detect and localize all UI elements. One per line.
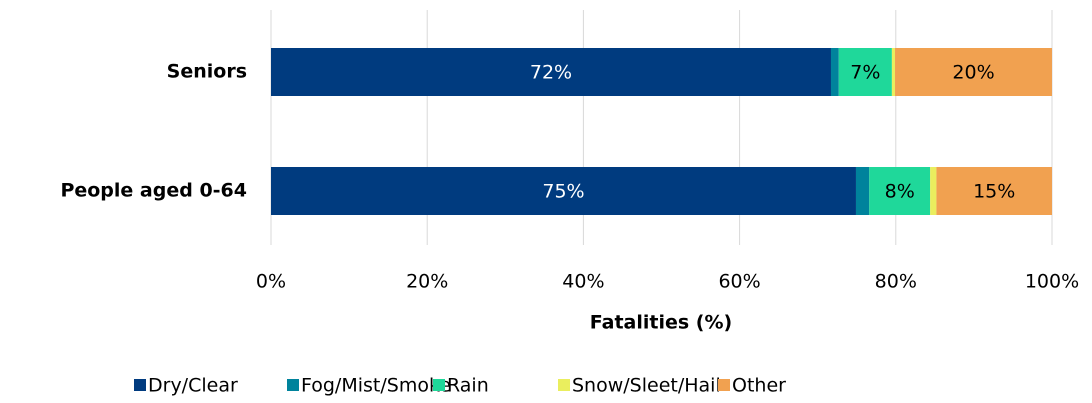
x-tick-label: 60% bbox=[718, 271, 760, 293]
data-label: 75% bbox=[542, 181, 584, 203]
category-label: People aged 0-64 bbox=[60, 180, 247, 202]
legend-label: Snow/Sleet/Hail bbox=[572, 375, 721, 397]
data-label: 15% bbox=[973, 181, 1015, 203]
bar-segment bbox=[838, 48, 892, 96]
bar-segment bbox=[271, 48, 831, 96]
bar-segment bbox=[271, 167, 856, 215]
legend-label: Other bbox=[732, 375, 786, 397]
data-label: 20% bbox=[952, 62, 994, 84]
legend-swatch bbox=[718, 379, 730, 391]
category-label: Seniors bbox=[167, 61, 247, 83]
data-label: 72% bbox=[530, 62, 572, 84]
bar-segment bbox=[869, 167, 931, 215]
data-label: 7% bbox=[850, 62, 880, 84]
x-tick-label: 20% bbox=[406, 271, 448, 293]
bar-segment bbox=[895, 48, 1052, 96]
bar-segment bbox=[891, 48, 896, 96]
x-tick-label: 0% bbox=[256, 271, 286, 293]
legend-label: Dry/Clear bbox=[148, 375, 238, 397]
bar-segment bbox=[930, 167, 937, 215]
bar-segment bbox=[830, 48, 839, 96]
legend-label: Rain bbox=[447, 375, 489, 397]
legend-swatch bbox=[287, 379, 299, 391]
legend-swatch bbox=[433, 379, 445, 391]
data-label: 8% bbox=[885, 181, 915, 203]
x-tick-label: 80% bbox=[875, 271, 917, 293]
legend-label: Fog/Mist/Smoke bbox=[301, 375, 451, 397]
x-tick-label: 40% bbox=[562, 271, 604, 293]
legend-swatch bbox=[558, 379, 570, 391]
x-axis-title: Fatalities (%) bbox=[590, 312, 732, 334]
bar-segment bbox=[855, 167, 870, 215]
bar-segment bbox=[936, 167, 1052, 215]
x-tick-label: 100% bbox=[1025, 271, 1079, 293]
legend-swatch bbox=[134, 379, 146, 391]
